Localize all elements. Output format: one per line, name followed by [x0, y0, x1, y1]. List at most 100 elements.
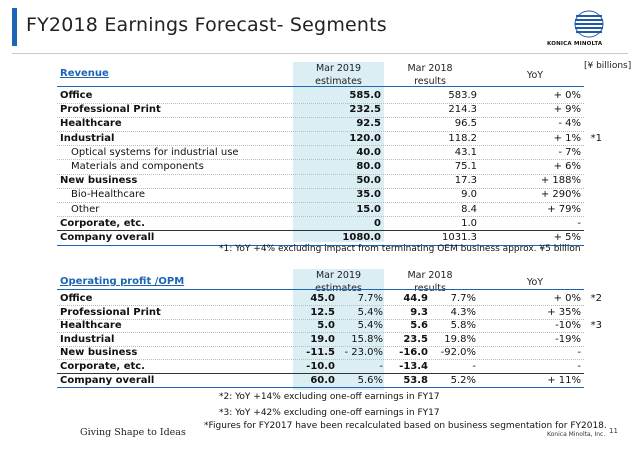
op-row-divider — [57, 318, 584, 320]
op-header-results-line1: Mar 2018 — [407, 270, 453, 281]
footnote-marker: *3 — [590, 320, 602, 332]
result-value: 53.8 — [403, 374, 428, 386]
row-label: Company overall — [60, 374, 155, 386]
result-opm: 19.8% — [444, 333, 476, 345]
estimate-value: 5.0 — [317, 320, 335, 332]
op-header-estimates-line1: Mar 2019 — [315, 270, 362, 281]
estimate-value: 35.0 — [356, 189, 381, 201]
row-label: Industrial — [60, 132, 115, 144]
result-value: -16.0 — [399, 347, 428, 359]
estimate-value: 92.5 — [356, 118, 381, 130]
footnote-marker: *2 — [590, 293, 602, 304]
revenue-row: Industrial 120.0 118.2 + 1% *1 — [57, 132, 602, 146]
op-header-results: Mar 2018 results — [385, 269, 475, 295]
op-header-estimates: Mar 2019 estimates — [293, 269, 384, 295]
revenue-row-divider — [57, 102, 584, 104]
result-value: 9.3 — [410, 306, 428, 318]
result-value: 1.0 — [461, 217, 477, 229]
revenue-row: Office 585.0 583.9 + 0% — [57, 89, 584, 103]
revenue-header-estimates-line1: Mar 2019 — [315, 63, 362, 74]
result-opm: 5.2% — [450, 374, 476, 386]
estimate-value: 50.0 — [356, 175, 381, 187]
recalculation-note: *Figures for FY2017 have been recalculat… — [204, 421, 607, 431]
row-label: New business — [60, 175, 138, 187]
estimate-opm: - — [379, 361, 383, 372]
revenue-estimates-column-highlight — [293, 62, 384, 242]
estimate-opm: 7.7% — [357, 293, 383, 304]
revenue-row-divider — [57, 145, 584, 147]
brand-wordmark: KONICA MINOLTA — [547, 41, 603, 47]
row-label: Office — [60, 293, 93, 304]
row-label: Bio-Healthcare — [71, 189, 146, 201]
result-value: 17.3 — [454, 175, 477, 187]
op-bottom-rule — [57, 387, 584, 389]
op-row: Professional Print 12.5 5.4% 9.3 4.3% + 35% — [57, 306, 584, 320]
revenue-total-rule — [57, 230, 584, 231]
estimate-value: 40.0 — [356, 146, 381, 158]
revenue-section-title: Revenue — [60, 68, 109, 79]
result-value: 23.5 — [403, 333, 428, 345]
op-row-divider — [57, 332, 584, 334]
revenue-row: Materials and components 80.0 75.1 + 6% — [57, 160, 584, 174]
op-header-estimates-line2: estimates — [315, 283, 362, 294]
estimate-opm: 5.4% — [357, 306, 383, 318]
unit-label: [¥ billions] — [584, 61, 632, 71]
estimate-value: 12.5 — [310, 306, 335, 318]
result-value: 75.1 — [454, 161, 477, 172]
result-value: 43.1 — [454, 146, 477, 158]
yoy-value: + 35% — [547, 306, 581, 318]
estimate-opm: - 23.0% — [344, 347, 383, 359]
estimate-value: 232.5 — [349, 104, 381, 116]
op-header-results-line2: results — [414, 283, 446, 294]
yoy-value: + 11% — [547, 374, 581, 386]
estimate-opm: 5.6% — [357, 374, 383, 386]
yoy-value: - — [577, 347, 581, 359]
estimate-value: 585.0 — [349, 90, 381, 101]
result-value: 5.6 — [410, 320, 428, 332]
estimate-value: 15.0 — [356, 203, 381, 215]
op-row: Office 45.0 7.7% 44.9 7.7% + 0% *2 — [57, 292, 602, 306]
revenue-row-divider — [57, 216, 584, 218]
row-label: Office — [60, 90, 93, 101]
yoy-value: -10% — [555, 320, 581, 332]
yoy-value: - — [577, 217, 581, 229]
row-label: Company overall — [60, 232, 155, 243]
yoy-value: + 6% — [553, 161, 581, 172]
result-value: 9.0 — [461, 189, 477, 201]
revenue-header-estimates: Mar 2019 estimates — [293, 62, 384, 88]
revenue-row-divider — [57, 159, 584, 161]
estimate-opm: 5.4% — [357, 320, 383, 332]
result-opm: 5.8% — [450, 320, 476, 332]
op-header-yoy: YoY — [526, 277, 544, 288]
estimate-value: 120.0 — [349, 132, 381, 144]
op-row: New business -11.5 - 23.0% -16.0 -92.0% - — [57, 346, 584, 360]
result-value: 583.9 — [448, 90, 477, 101]
revenue-bottom-rule — [57, 245, 584, 247]
revenue-row-divider — [57, 201, 584, 203]
yoy-value: - 4% — [558, 118, 581, 130]
yoy-value: - — [577, 361, 581, 372]
op-footnote-3: *3: YoY +42% excluding one-off earnings … — [219, 408, 440, 418]
result-value: 214.3 — [448, 104, 477, 116]
page-title: FY2018 Earnings Forecast- Segments — [26, 14, 387, 36]
row-label: Industrial — [60, 333, 115, 345]
revenue-row: Professional Print 232.5 214.3 + 9% — [57, 103, 584, 117]
revenue-row: Healthcare 92.5 96.5 - 4% — [57, 117, 584, 131]
estimate-value: 80.0 — [356, 161, 381, 172]
result-value: 44.9 — [403, 293, 428, 304]
result-opm: - — [472, 361, 476, 372]
row-label: Materials and components — [71, 161, 204, 172]
footer-tagline: Giving Shape to Ideas — [80, 427, 186, 438]
revenue-header-rule — [57, 86, 584, 87]
row-label: Optical systems for industrial use — [71, 146, 239, 158]
yoy-value: -19% — [555, 333, 581, 345]
revenue-header-estimates-line2: estimates — [315, 76, 362, 87]
revenue-row: New business 50.0 17.3 + 188% — [57, 174, 584, 188]
revenue-header-results-line2: results — [414, 76, 446, 87]
op-header-rule — [57, 289, 584, 290]
result-value: 118.2 — [448, 132, 477, 144]
result-opm: -92.0% — [440, 347, 476, 359]
revenue-footnote-1: *1: YoY +4% excluding impact from termin… — [219, 244, 581, 254]
row-label: Professional Print — [60, 306, 161, 318]
yoy-value: + 9% — [553, 104, 581, 116]
